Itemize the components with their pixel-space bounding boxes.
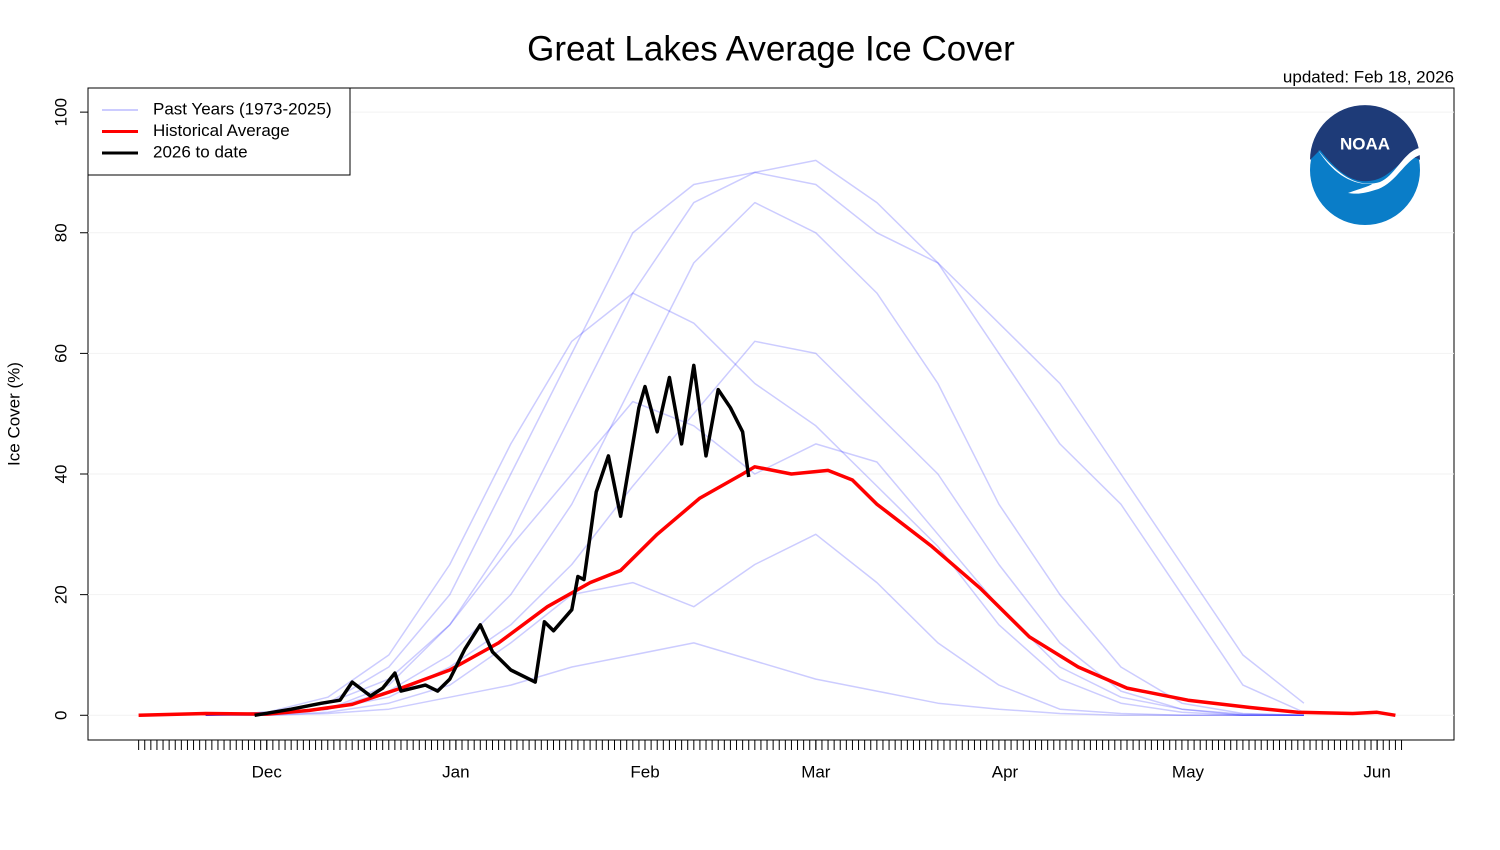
updated-note: updated: Feb 18, 2026: [1283, 67, 1454, 86]
series-line: [138, 465, 1396, 718]
y-tick-label: 40: [51, 465, 70, 484]
x-tick-label: Dec: [252, 762, 283, 781]
chart-title: Great Lakes Average Ice Cover: [527, 29, 1015, 68]
past-year-line: [205, 171, 1305, 717]
past-year-line: [205, 340, 1304, 717]
x-tick-label: Feb: [630, 762, 659, 781]
logo-text: NOAA: [1340, 134, 1390, 153]
past-year-line: [205, 400, 1304, 717]
y-tick-label: 80: [51, 223, 70, 242]
legend-label: Past Years (1973-2025): [153, 99, 332, 118]
series-line: [254, 363, 751, 718]
x-tick-label: Jan: [442, 762, 469, 781]
y-tick-label: 0: [51, 711, 70, 720]
past-year-line: [205, 642, 1304, 717]
legend-label: 2026 to date: [153, 142, 248, 161]
y-axis-label: Ice Cover (%): [4, 362, 23, 466]
past-year-line: [205, 533, 1304, 717]
y-tick-label: 100: [51, 98, 70, 126]
x-tick-label: May: [1172, 762, 1205, 781]
plot-frame: [87, 87, 1455, 741]
x-tick-label: Mar: [801, 762, 831, 781]
x-tick-label: Apr: [992, 762, 1019, 781]
legend: Past Years (1973-2025) Historical Average…: [87, 87, 351, 176]
y-tick-label: 60: [51, 344, 70, 363]
plot-area: [88, 111, 1454, 718]
y-tick-label: 20: [51, 585, 70, 604]
past-year-line: [205, 159, 1305, 717]
past-year-line: [205, 201, 1304, 717]
past-year-line: [205, 292, 1304, 717]
legend-label: Historical Average: [153, 121, 290, 140]
noaa-logo: NOAA: [1310, 105, 1420, 225]
x-tick-label: Jun: [1363, 762, 1390, 781]
